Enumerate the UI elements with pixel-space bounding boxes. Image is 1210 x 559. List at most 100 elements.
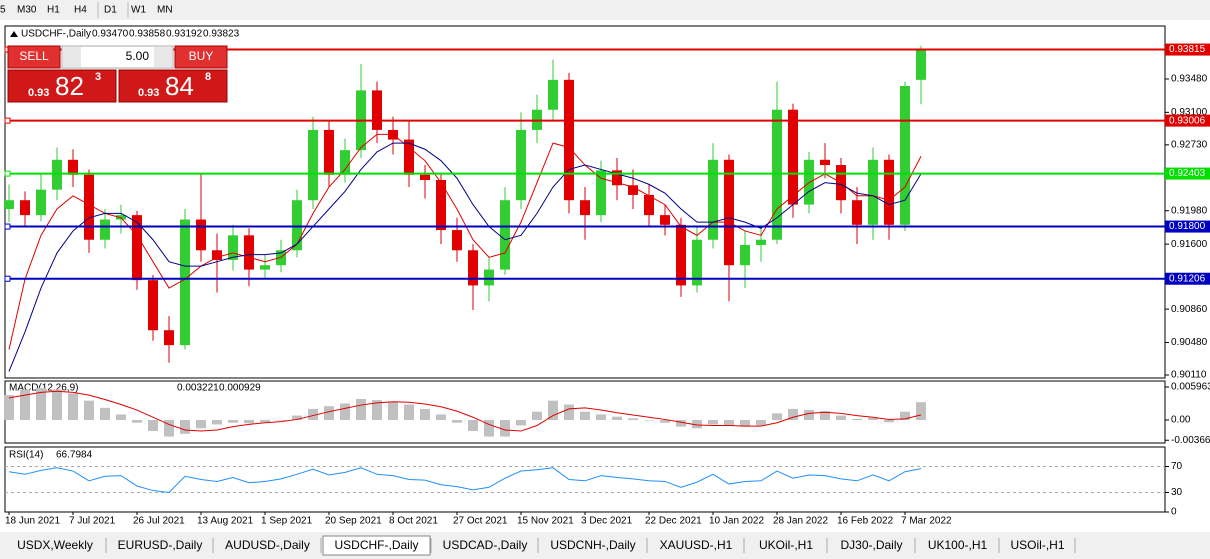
macd-bar bbox=[4, 395, 14, 420]
candle-body bbox=[820, 159, 830, 166]
macd-bar bbox=[532, 411, 542, 420]
x-tick-label: 7 Mar 2022 bbox=[901, 516, 952, 527]
tab[interactable] bbox=[746, 536, 826, 555]
lot-up[interactable] bbox=[154, 47, 172, 67]
tab[interactable] bbox=[433, 536, 537, 555]
macd-bar bbox=[804, 410, 814, 420]
macd-bar bbox=[676, 419, 686, 427]
y-tick-label: 0.91600 bbox=[1171, 239, 1208, 250]
x-tick-label: 27 Oct 2021 bbox=[453, 516, 508, 527]
tab-label: XAUUSD-,H1 bbox=[660, 538, 733, 552]
candle-body bbox=[740, 245, 750, 266]
lot-input[interactable] bbox=[61, 45, 174, 69]
tab-label: USDCHF-,Daily bbox=[335, 538, 419, 552]
moving-average bbox=[8, 142, 922, 372]
candle-body bbox=[164, 330, 174, 346]
buy-price-main: 84 bbox=[165, 71, 194, 101]
macd-bar bbox=[500, 419, 510, 437]
sell-price-box[interactable] bbox=[7, 69, 117, 103]
candle-body bbox=[100, 219, 110, 240]
level-label: 0.92403 bbox=[1169, 168, 1206, 179]
level-label: 0.91800 bbox=[1169, 221, 1206, 232]
timeframe-button[interactable]: D1 bbox=[104, 5, 117, 16]
timeframe-button[interactable]: H4 bbox=[74, 5, 87, 16]
macd-bar bbox=[116, 414, 126, 420]
macd-bar bbox=[612, 416, 622, 420]
candle-body bbox=[84, 174, 94, 240]
header-value: 0.93823 bbox=[203, 29, 240, 40]
macd-bar bbox=[484, 419, 494, 437]
candle-body bbox=[436, 179, 446, 231]
candle-body bbox=[452, 230, 462, 251]
buy-price-box[interactable] bbox=[118, 69, 228, 103]
candle-body bbox=[36, 189, 46, 216]
macd-bar bbox=[580, 411, 590, 420]
level-label: 0.93006 bbox=[1169, 115, 1206, 126]
x-tick-label: 15 Nov 2021 bbox=[517, 516, 574, 527]
timeframe-button[interactable]: H1 bbox=[47, 5, 60, 16]
y-tick-label: 0.00 bbox=[1171, 415, 1191, 426]
header-value: 66.7984 bbox=[56, 450, 93, 461]
candle-body bbox=[628, 185, 638, 195]
tab-label: USDCAD-,Daily bbox=[443, 538, 528, 552]
timeframe-button[interactable]: W1 bbox=[131, 5, 146, 16]
y-tick-label: 0.90860 bbox=[1171, 304, 1208, 315]
header-icon bbox=[10, 31, 18, 37]
candle-body bbox=[516, 129, 526, 201]
level-label-box bbox=[1165, 272, 1210, 285]
tab-label: EURUSD-,Daily bbox=[118, 538, 203, 552]
tab[interactable] bbox=[322, 535, 431, 556]
tab[interactable] bbox=[829, 536, 914, 555]
tab[interactable] bbox=[108, 536, 212, 555]
candle-body bbox=[852, 200, 862, 225]
tab[interactable] bbox=[1001, 536, 1074, 555]
macd-bar bbox=[820, 411, 830, 420]
x-tick-label: 13 Aug 2021 bbox=[197, 516, 254, 527]
candle-body bbox=[596, 170, 606, 216]
candle-body bbox=[772, 109, 782, 240]
tab[interactable] bbox=[649, 536, 743, 555]
tab-label: USDCNH-,Daily bbox=[550, 538, 635, 552]
timeframe-button[interactable]: M30 bbox=[17, 5, 37, 16]
x-tick-label: 10 Jan 2022 bbox=[709, 516, 764, 527]
level-label-box bbox=[1165, 220, 1210, 233]
macd-bar bbox=[36, 387, 46, 420]
level-label-box bbox=[1165, 114, 1210, 127]
buy-price-sup: 8 bbox=[205, 71, 211, 83]
tab[interactable] bbox=[540, 536, 646, 555]
header-value: 0.003221 bbox=[177, 383, 219, 394]
y-tick-label: 0.005963 bbox=[1171, 382, 1210, 393]
sell-button[interactable] bbox=[7, 45, 61, 69]
macd-bar bbox=[292, 415, 302, 420]
macd-bar bbox=[772, 413, 782, 420]
tab[interactable] bbox=[215, 536, 320, 555]
macd-bar bbox=[692, 419, 702, 429]
candle-body bbox=[68, 159, 78, 175]
tab[interactable] bbox=[5, 536, 105, 555]
candle-body bbox=[580, 200, 590, 216]
macd-bar bbox=[196, 419, 206, 429]
macd-bar bbox=[836, 415, 846, 420]
macd-bar bbox=[468, 419, 478, 432]
lot-down[interactable] bbox=[63, 47, 81, 67]
macd-bar bbox=[740, 419, 750, 427]
level-label: 0.91206 bbox=[1169, 273, 1206, 284]
y-tick-label: 30 bbox=[1171, 487, 1183, 498]
candle-body bbox=[484, 269, 494, 286]
timeframe-button[interactable]: MN bbox=[157, 5, 173, 16]
timeframe-button[interactable]: 5 bbox=[0, 5, 6, 16]
tab[interactable] bbox=[917, 536, 998, 555]
candle-body bbox=[548, 79, 558, 110]
macd-bar bbox=[916, 402, 926, 420]
y-tick-label: 0.90480 bbox=[1171, 337, 1208, 348]
candle-body bbox=[228, 235, 238, 260]
sell-price-sup: 3 bbox=[95, 71, 101, 83]
macd-bar bbox=[884, 419, 894, 423]
candle-body bbox=[212, 250, 222, 260]
macd-bar bbox=[148, 419, 158, 432]
x-tick-label: 26 Jul 2021 bbox=[133, 516, 185, 527]
buy-button[interactable] bbox=[174, 45, 228, 69]
toolbar bbox=[0, 0, 1210, 20]
symbol-title: USDCHF-,Daily bbox=[21, 29, 91, 40]
